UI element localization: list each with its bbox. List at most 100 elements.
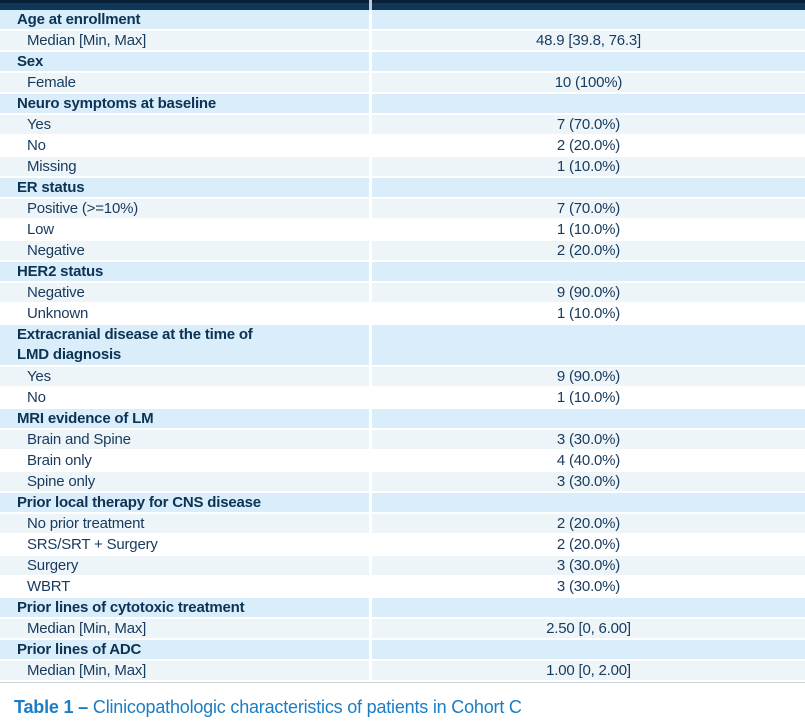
section-header-value-cell [369, 262, 805, 281]
table-row: Negative 2 (20.0%) [0, 241, 805, 262]
row-label: Low [27, 221, 54, 238]
row-label: Negative [27, 284, 85, 301]
table-row: Median [Min, Max] 2.50 [0, 6.00] [0, 619, 805, 640]
table-caption-label: Table 1 – [14, 697, 88, 717]
top-bar-column-divider [369, 0, 372, 10]
table-row: Yes 9 (90.0%) [0, 367, 805, 388]
top-bar-right-segment [372, 0, 805, 10]
row-label: Yes [27, 368, 51, 385]
table-caption: Table 1 – Clinicopathologic characteristi… [14, 697, 805, 718]
table-row: Missing 1 (10.0%) [0, 157, 805, 178]
table-row: No 1 (10.0%) [0, 388, 805, 409]
section-header-value-cell [369, 598, 805, 617]
row-value: 7 (70.0%) [369, 199, 805, 218]
row-value: 1 (10.0%) [369, 304, 805, 323]
table-row: Low 1 (10.0%) [0, 220, 805, 241]
row-label: Median [Min, Max] [27, 662, 147, 679]
table-row: Brain only 4 (40.0%) [0, 451, 805, 472]
section-header-label: Extracranial disease at the time of LMD … [17, 326, 253, 363]
row-value: 3 (30.0%) [369, 430, 805, 449]
section-header-row: Age at enrollment [0, 10, 805, 31]
row-label: WBRT [27, 578, 71, 595]
row-value: 7 (70.0%) [369, 115, 805, 134]
table-row: Surgery 3 (30.0%) [0, 556, 805, 577]
section-header-label: HER2 status [17, 263, 104, 280]
table-row: Positive (>=10%) 7 (70.0%) [0, 199, 805, 220]
table-top-bar [0, 0, 805, 10]
table-body: Age at enrollment Median [Min, Max] 48.9 [… [0, 10, 805, 682]
table-row: Brain and Spine 3 (30.0%) [0, 430, 805, 451]
table-row: No 2 (20.0%) [0, 136, 805, 157]
section-header-value-cell [369, 52, 805, 71]
row-label: No [27, 137, 46, 154]
section-header-value-cell [369, 94, 805, 113]
section-header-label: Age at enrollment [17, 11, 141, 28]
row-label: Surgery [27, 557, 79, 574]
section-header-value-cell [369, 10, 805, 29]
table-row: WBRT 3 (30.0%) [0, 577, 805, 598]
section-header-label: Sex [17, 53, 44, 70]
section-header-value-cell [369, 640, 805, 659]
characteristics-table: Age at enrollment Median [Min, Max] 48.9 [… [0, 0, 805, 683]
row-label: No prior treatment [27, 515, 145, 532]
section-header-row: MRI evidence of LM [0, 409, 805, 430]
row-value: 1.00 [0, 2.00] [369, 661, 805, 680]
section-header-value-cell [369, 409, 805, 428]
section-header-label: Prior local therapy for CNS disease [17, 494, 261, 511]
table-row: Spine only 3 (30.0%) [0, 472, 805, 493]
section-header-row: HER2 status [0, 262, 805, 283]
row-value: 48.9 [39.8, 76.3] [369, 31, 805, 50]
row-value: 3 (30.0%) [369, 556, 805, 575]
section-header-row: Neuro symptoms at baseline [0, 94, 805, 115]
row-value: 2 (20.0%) [369, 241, 805, 260]
row-label: Negative [27, 242, 85, 259]
row-value: 1 (10.0%) [369, 157, 805, 176]
table-caption-text: Clinicopathologic characteristics of pat… [92, 697, 522, 717]
table-row: Yes 7 (70.0%) [0, 115, 805, 136]
table-row: Median [Min, Max] 1.00 [0, 2.00] [0, 661, 805, 682]
row-label: Median [Min, Max] [27, 32, 147, 49]
row-label: Spine only [27, 473, 96, 490]
row-value: 10 (100%) [369, 73, 805, 92]
row-label: Brain only [27, 452, 92, 469]
section-header-label: Prior lines of ADC [17, 641, 142, 658]
row-value: 2.50 [0, 6.00] [369, 619, 805, 638]
section-header-value-cell [369, 178, 805, 197]
section-header-row: Prior lines of ADC [0, 640, 805, 661]
row-value: 3 (30.0%) [369, 577, 805, 596]
row-value: 2 (20.0%) [369, 136, 805, 155]
row-label: Yes [27, 116, 51, 133]
row-label: SRS/SRT + Surgery [27, 536, 158, 553]
row-value: 3 (30.0%) [369, 472, 805, 491]
section-header-label: ER status [17, 179, 85, 196]
section-header-label: MRI evidence of LM [17, 410, 154, 427]
section-header-row: Sex [0, 52, 805, 73]
top-bar-left-segment [0, 0, 369, 10]
section-header-row: Extracranial disease at the time of LMD … [0, 325, 805, 367]
table-row: Median [Min, Max] 48.9 [39.8, 76.3] [0, 31, 805, 52]
row-value: 1 (10.0%) [369, 388, 805, 407]
row-value: 2 (20.0%) [369, 535, 805, 554]
row-value: 9 (90.0%) [369, 283, 805, 302]
row-label: Female [27, 74, 76, 91]
section-header-value-cell [369, 325, 805, 365]
row-label: Positive (>=10%) [27, 200, 139, 217]
section-header-row: Prior lines of cytotoxic treatment [0, 598, 805, 619]
row-label: Unknown [27, 305, 89, 322]
row-value: 4 (40.0%) [369, 451, 805, 470]
section-header-value-cell [369, 493, 805, 512]
section-header-row: ER status [0, 178, 805, 199]
section-header-label: Neuro symptoms at baseline [17, 95, 217, 112]
section-header-row: Prior local therapy for CNS disease [0, 493, 805, 514]
table-row: Unknown 1 (10.0%) [0, 304, 805, 325]
table-row: No prior treatment 2 (20.0%) [0, 514, 805, 535]
row-label: No [27, 389, 46, 406]
table-row: Female 10 (100%) [0, 73, 805, 94]
table-row: SRS/SRT + Surgery 2 (20.0%) [0, 535, 805, 556]
section-header-label: Prior lines of cytotoxic treatment [17, 599, 245, 616]
row-label: Median [Min, Max] [27, 620, 147, 637]
table-row: Negative 9 (90.0%) [0, 283, 805, 304]
row-label: Missing [27, 158, 77, 175]
row-value: 2 (20.0%) [369, 514, 805, 533]
row-value: 9 (90.0%) [369, 367, 805, 386]
